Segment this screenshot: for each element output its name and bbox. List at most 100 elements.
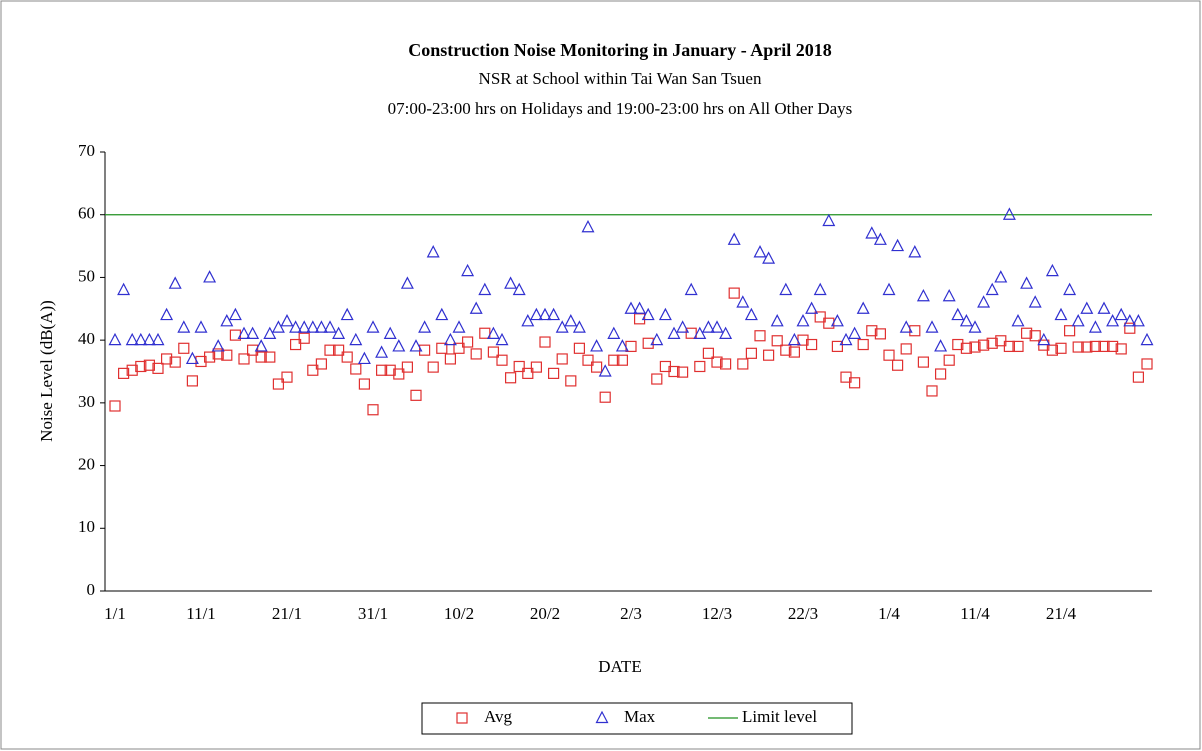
max-marker	[340, 307, 354, 321]
avg-marker	[547, 367, 560, 379]
max-marker	[512, 282, 526, 296]
max-marker	[177, 320, 191, 333]
avg-marker	[1012, 340, 1024, 353]
max-marker	[607, 326, 621, 339]
avg-marker	[1046, 344, 1059, 356]
avg-marker	[814, 311, 826, 323]
avg-marker	[427, 361, 439, 373]
max-marker	[160, 307, 174, 321]
max-marker	[985, 282, 999, 296]
max-marker	[452, 320, 466, 333]
avg-marker	[393, 368, 405, 380]
avg-marker	[840, 371, 852, 383]
max-marker	[676, 320, 690, 333]
avg-marker	[754, 330, 766, 342]
avg-marker	[135, 360, 147, 373]
max-marker	[280, 314, 294, 327]
avg-marker	[212, 348, 224, 360]
avg-marker	[556, 353, 568, 365]
max-marker	[710, 320, 724, 333]
avg-marker	[883, 349, 895, 361]
x-tick-label: 20/2	[530, 604, 560, 623]
max-marker	[839, 332, 853, 346]
avg-marker	[762, 349, 775, 361]
avg-marker	[969, 341, 981, 353]
avg-marker	[247, 344, 259, 356]
max-marker	[701, 320, 715, 333]
avg-marker	[367, 404, 379, 416]
avg-marker	[952, 338, 964, 351]
avg-marker	[780, 344, 792, 356]
max-marker	[142, 332, 156, 346]
avg-marker	[152, 362, 164, 374]
max-marker	[108, 332, 122, 346]
max-marker	[486, 326, 500, 339]
max-marker	[263, 326, 277, 339]
max-marker	[1020, 276, 1034, 289]
max-marker	[830, 314, 844, 327]
max-marker	[1106, 314, 1120, 327]
max-marker	[211, 339, 225, 352]
max-marker	[246, 326, 260, 339]
avg-marker	[238, 353, 250, 365]
max-marker	[581, 219, 595, 233]
y-tick-label: 30	[78, 392, 95, 411]
max-marker	[134, 332, 148, 346]
max-marker	[1002, 207, 1016, 220]
avg-marker	[453, 342, 465, 354]
max-marker	[1088, 320, 1102, 333]
x-tick-label: 11/1	[186, 604, 216, 623]
avg-marker	[986, 337, 998, 349]
max-marker	[168, 276, 182, 289]
avg-marker	[117, 367, 130, 379]
chart-subtitle: 07:00-23:00 hrs on Holidays and 19:00-23…	[388, 99, 853, 118]
chart-subtitle: NSR at School within Tai Wan San Tsuen	[479, 69, 762, 88]
max-marker	[504, 276, 518, 289]
avg-marker	[462, 336, 474, 348]
avg-marker	[943, 354, 955, 366]
x-tick-label: 2/3	[620, 604, 642, 623]
avg-marker	[934, 368, 947, 380]
avg-marker	[1115, 343, 1127, 355]
avg-marker	[668, 365, 680, 378]
max-marker	[538, 307, 552, 321]
avg-marker	[926, 385, 938, 397]
y-axis-title: Noise Level (dB(A))	[37, 300, 56, 442]
avg-marker	[401, 361, 413, 373]
max-marker	[1097, 301, 1111, 314]
avg-marker	[737, 358, 749, 370]
avg-marker	[298, 332, 310, 344]
max-marker	[848, 326, 862, 339]
max-marker	[744, 307, 758, 321]
max-marker	[934, 339, 948, 352]
max-marker	[968, 320, 982, 333]
avg-marker	[496, 354, 508, 366]
max-marker	[727, 232, 741, 245]
avg-marker	[857, 338, 869, 351]
max-marker	[409, 339, 423, 352]
avg-marker	[1106, 340, 1119, 353]
max-marker	[1037, 332, 1051, 346]
x-tick-label: 1/1	[104, 604, 126, 623]
avg-marker	[324, 344, 336, 356]
max-marker	[736, 295, 750, 308]
avg-marker	[1124, 322, 1136, 334]
avg-marker	[315, 358, 327, 370]
max-marker	[1131, 314, 1145, 327]
max-marker	[194, 320, 208, 333]
max-marker	[873, 232, 887, 245]
max-marker	[185, 351, 199, 365]
max-marker	[916, 288, 930, 302]
max-marker	[942, 288, 956, 302]
y-tick-label: 50	[78, 266, 95, 285]
max-marker	[564, 314, 578, 327]
avg-marker	[221, 349, 233, 361]
max-marker	[443, 332, 457, 346]
avg-marker	[376, 364, 388, 376]
legend-label: Max	[624, 707, 656, 726]
avg-marker	[909, 325, 921, 337]
max-marker	[469, 301, 483, 314]
avg-marker	[900, 343, 912, 355]
avg-marker	[917, 356, 930, 368]
